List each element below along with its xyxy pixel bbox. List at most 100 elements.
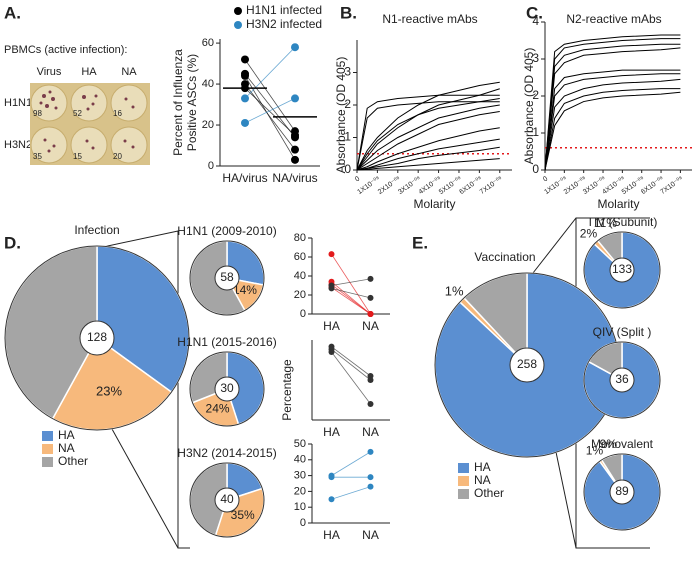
value-label: 23% <box>96 383 122 398</box>
panel-label: E. <box>412 233 428 252</box>
legend-swatch <box>458 489 469 499</box>
center-disc <box>609 257 635 283</box>
y-tick-label: 20 <box>202 119 214 131</box>
x-axis-label: Molarity <box>597 197 639 211</box>
y-tick-label: 0 <box>300 517 306 529</box>
y-tick-label: 40 <box>294 454 306 466</box>
pair-line <box>331 349 371 381</box>
legend-swatch <box>42 444 53 454</box>
count: 98 <box>33 109 42 118</box>
curve <box>356 111 500 171</box>
legend-label: HA <box>58 428 75 442</box>
y-tick-label: 30 <box>294 470 306 482</box>
point <box>367 275 374 282</box>
y-tick-label: 3 <box>532 51 539 65</box>
chart-title: H1N1 (2009-2010) <box>177 224 276 238</box>
point <box>291 43 299 52</box>
legend-swatch <box>42 431 53 441</box>
y-tick-label: 0 <box>344 162 351 176</box>
pair-line <box>244 87 296 136</box>
value-label: 14% <box>233 283 257 297</box>
column-label: NA <box>121 66 137 78</box>
column-label: HA <box>81 66 97 78</box>
curve <box>356 81 500 171</box>
y-tick-label: 40 <box>294 270 306 282</box>
pair-line <box>331 451 371 476</box>
y-tick-label: 80 <box>294 232 306 244</box>
point <box>328 349 335 355</box>
well <box>70 126 108 164</box>
y-tick-label: 2 <box>344 97 351 111</box>
curve <box>356 104 500 171</box>
curve <box>356 101 500 171</box>
chart-title: H1N1 (2015-2016) <box>177 335 276 349</box>
center-disc <box>609 367 635 393</box>
panel-label: D. <box>4 233 21 252</box>
point <box>328 285 335 292</box>
curve <box>544 78 681 171</box>
point <box>291 145 299 154</box>
center-disc <box>79 320 115 356</box>
y-tick-label: 40 <box>202 78 214 90</box>
center-disc <box>609 479 635 505</box>
value-label: 35% <box>231 508 255 522</box>
pie-outline <box>4 245 190 431</box>
count: 15 <box>73 152 82 161</box>
curve <box>544 43 681 171</box>
curve <box>544 73 681 171</box>
point <box>241 55 249 64</box>
y-tick-label: 1 <box>532 125 539 139</box>
pair-line <box>244 46 296 99</box>
y-axis-label: Percent of Influenza <box>171 49 185 156</box>
chart-title: N2-reactive mAbs <box>566 12 661 26</box>
y-tick-label: 20 <box>294 289 306 301</box>
x-axis-label: Molarity <box>413 197 455 211</box>
bracket <box>102 230 190 549</box>
well <box>70 84 108 122</box>
legend-label: H1N1 infected <box>246 3 322 17</box>
curve <box>356 88 500 171</box>
wells <box>30 83 150 165</box>
curve <box>544 91 681 171</box>
point <box>367 483 374 490</box>
legend-label: H3N2 infected <box>246 17 322 31</box>
legend-swatch <box>458 476 469 486</box>
column-label: Virus <box>37 66 62 78</box>
pie-outline <box>189 462 265 538</box>
y-tick-label: 50 <box>294 438 306 450</box>
well <box>110 84 148 122</box>
pair-line <box>331 253 371 315</box>
point <box>241 118 249 127</box>
pair-line <box>331 287 371 315</box>
y-axis-label: Positive ASCs (%) <box>185 54 199 151</box>
y-tick-label: 60 <box>294 251 306 263</box>
legend-marker <box>234 21 242 29</box>
value-label: 11% <box>594 216 617 230</box>
point <box>328 496 335 503</box>
point <box>291 94 299 103</box>
spots <box>39 90 135 153</box>
point <box>328 251 335 258</box>
y-axis-label: Percentage <box>280 359 294 421</box>
y-tick-label: 60 <box>202 37 214 49</box>
pair-line <box>331 278 371 286</box>
pair-line <box>244 59 296 132</box>
chart-title: Vaccination <box>474 250 535 264</box>
point <box>367 448 374 455</box>
center-disc <box>214 487 240 513</box>
well <box>110 126 148 164</box>
value-label: 1% <box>586 444 604 458</box>
chart-title: TIV (Subunit) <box>587 215 658 229</box>
x-tick-label: HA/virus <box>222 171 267 185</box>
y-axis-label: Absorbance (OD 405) <box>334 57 348 174</box>
center-total: 58 <box>220 270 234 284</box>
center-disc <box>214 265 240 291</box>
point <box>367 311 374 317</box>
row-label: H3N2 <box>4 139 32 151</box>
curve <box>356 158 500 171</box>
x-tick-label: NA <box>362 528 379 542</box>
point <box>367 377 374 383</box>
point <box>241 94 249 103</box>
x-tick-label: 0 <box>542 175 549 183</box>
